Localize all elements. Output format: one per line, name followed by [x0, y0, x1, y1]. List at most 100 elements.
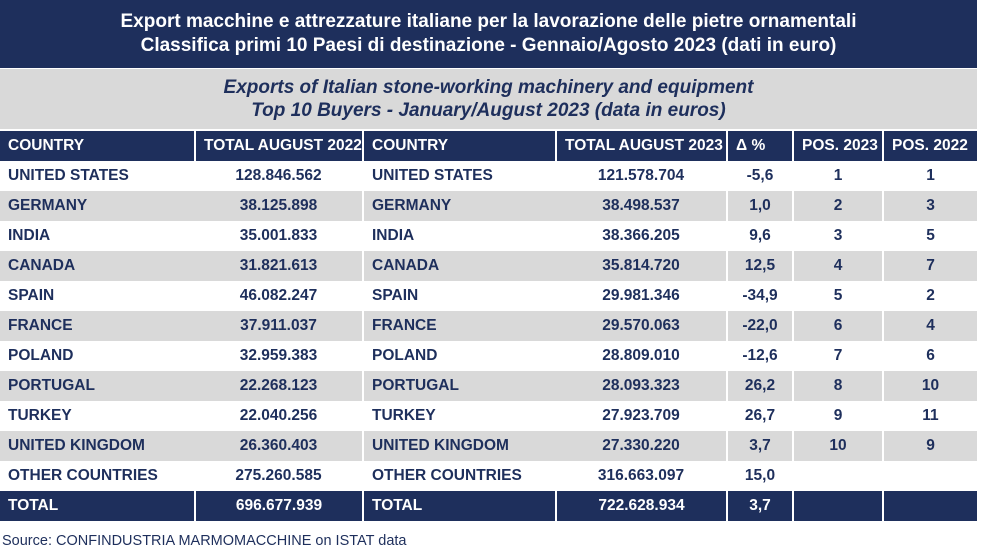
cell-delta-percent: 12,5 — [727, 251, 794, 281]
total-value-2023: 722.628.934 — [556, 491, 728, 521]
cell-total-2022: 22.040.256 — [195, 401, 364, 431]
cell-pos-2023: 2 — [793, 191, 884, 221]
table-total-row: TOTAL 696.677.939 TOTAL 722.628.934 3,7 — [0, 491, 977, 521]
cell-pos-2023: 3 — [793, 221, 884, 251]
cell-pos-2023: 1 — [793, 161, 884, 191]
cell-country-2023: OTHER COUNTRIES — [363, 461, 556, 491]
cell-total-2023: 29.981.346 — [556, 281, 728, 311]
english-title-line-1: Exports of Italian stone-working machine… — [223, 77, 754, 98]
cell-pos-2022: 1 — [883, 161, 977, 191]
cell-pos-2022: 5 — [883, 221, 977, 251]
cell-total-2022: 275.260.585 — [195, 461, 364, 491]
cell-pos-2023: 8 — [793, 371, 884, 401]
cell-country-2022: INDIA — [0, 221, 195, 251]
english-title-line-2: Top 10 Buyers - January/August 2023 (dat… — [251, 100, 726, 121]
cell-country-2022: SPAIN — [0, 281, 195, 311]
cell-total-2023: 38.498.537 — [556, 191, 728, 221]
cell-delta-percent: 3,7 — [727, 431, 794, 461]
cell-country-2022: UNITED STATES — [0, 161, 195, 191]
source-note: Source: CONFINDUSTRIA MARMOMACCHINE on I… — [2, 533, 407, 549]
table-row: UNITED KINGDOM 26.360.403 UNITED KINGDOM 27… — [0, 431, 977, 461]
total-value-2022: 696.677.939 — [195, 491, 364, 521]
cell-delta-percent: -12,6 — [727, 341, 794, 371]
cell-total-2023: 29.570.063 — [556, 311, 728, 341]
table-row: FRANCE 37.911.037 FRANCE 29.570.063 -22,0 6 4 — [0, 311, 977, 341]
cell-total-2022: 128.846.562 — [195, 161, 364, 191]
total-pos-2022 — [883, 491, 977, 521]
export-ranking-table: COUNTRY TOTAL AUGUST 2022 COUNTRY TOTAL … — [0, 131, 977, 521]
cell-country-2023: POLAND — [363, 341, 556, 371]
header-pos-2022: POS. 2022 — [883, 131, 977, 161]
cell-pos-2022: 11 — [883, 401, 977, 431]
cell-pos-2023: 6 — [793, 311, 884, 341]
cell-total-2023: 27.923.709 — [556, 401, 728, 431]
table-row: SPAIN 46.082.247 SPAIN 29.981.346 -34,9 5 2 — [0, 281, 977, 311]
cell-pos-2023: 7 — [793, 341, 884, 371]
cell-total-2023: 38.366.205 — [556, 221, 728, 251]
table-row: UNITED STATES 128.846.562 UNITED STATES 121… — [0, 161, 977, 191]
italian-title-line-1: Export macchine e attrezzature italiane … — [120, 11, 857, 32]
cell-pos-2022: 4 — [883, 311, 977, 341]
cell-pos-2022: 9 — [883, 431, 977, 461]
cell-pos-2022: 10 — [883, 371, 977, 401]
english-title: Exports of Italian stone-working machine… — [0, 69, 977, 129]
cell-total-2022: 46.082.247 — [195, 281, 364, 311]
cell-total-2023: 27.330.220 — [556, 431, 728, 461]
table-row: TURKEY 22.040.256 TURKEY 27.923.709 26,7 9 11 — [0, 401, 977, 431]
cell-pos-2023 — [793, 461, 884, 491]
cell-pos-2022: 7 — [883, 251, 977, 281]
cell-country-2023: INDIA — [363, 221, 556, 251]
cell-total-2022: 38.125.898 — [195, 191, 364, 221]
cell-pos-2022: 3 — [883, 191, 977, 221]
cell-total-2023: 28.809.010 — [556, 341, 728, 371]
table-body: UNITED STATES 128.846.562 UNITED STATES 121… — [0, 161, 977, 491]
table-row: INDIA 35.001.833 INDIA 38.366.205 9,6 3 5 — [0, 221, 977, 251]
total-label-2022: TOTAL — [0, 491, 196, 521]
cell-country-2022: CANADA — [0, 251, 195, 281]
cell-country-2023: SPAIN — [363, 281, 556, 311]
cell-country-2023: GERMANY — [363, 191, 556, 221]
header-delta-percent: Δ % — [727, 131, 794, 161]
cell-pos-2022: 6 — [883, 341, 977, 371]
cell-delta-percent: -34,9 — [727, 281, 794, 311]
cell-country-2022: FRANCE — [0, 311, 195, 341]
cell-pos-2022: 2 — [883, 281, 977, 311]
cell-total-2022: 32.959.383 — [195, 341, 364, 371]
cell-country-2023: UNITED STATES — [363, 161, 556, 191]
table-row: OTHER COUNTRIES 275.260.585 OTHER COUNTRIE… — [0, 461, 977, 491]
cell-country-2023: UNITED KINGDOM — [363, 431, 556, 461]
cell-country-2023: TURKEY — [363, 401, 556, 431]
total-label-2023: TOTAL — [363, 491, 557, 521]
cell-delta-percent: 1,0 — [727, 191, 794, 221]
cell-delta-percent: -22,0 — [727, 311, 794, 341]
cell-total-2023: 316.663.097 — [556, 461, 728, 491]
header-country-2023: COUNTRY — [363, 131, 557, 161]
cell-total-2023: 35.814.720 — [556, 251, 728, 281]
total-pos-2023 — [793, 491, 884, 521]
cell-country-2022: UNITED KINGDOM — [0, 431, 195, 461]
cell-delta-percent: 15,0 — [727, 461, 794, 491]
cell-pos-2023: 9 — [793, 401, 884, 431]
table-row: GERMANY 38.125.898 GERMANY 38.498.537 1,0 2 3 — [0, 191, 977, 221]
cell-pos-2023: 10 — [793, 431, 884, 461]
cell-country-2023: CANADA — [363, 251, 556, 281]
cell-country-2022: GERMANY — [0, 191, 195, 221]
header-total-2022: TOTAL AUGUST 2022 — [195, 131, 364, 161]
cell-delta-percent: -5,6 — [727, 161, 794, 191]
cell-total-2022: 31.821.613 — [195, 251, 364, 281]
cell-pos-2022 — [883, 461, 977, 491]
cell-delta-percent: 9,6 — [727, 221, 794, 251]
cell-country-2022: TURKEY — [0, 401, 195, 431]
cell-pos-2023: 5 — [793, 281, 884, 311]
table-row: PORTUGAL 22.268.123 PORTUGAL 28.093.323 26,2… — [0, 371, 977, 401]
cell-pos-2023: 4 — [793, 251, 884, 281]
cell-delta-percent: 26,2 — [727, 371, 794, 401]
cell-country-2022: OTHER COUNTRIES — [0, 461, 195, 491]
table-header-row: COUNTRY TOTAL AUGUST 2022 COUNTRY TOTAL … — [0, 131, 977, 161]
cell-country-2023: PORTUGAL — [363, 371, 556, 401]
italian-title-line-2: Classifica primi 10 Paesi di destinazion… — [140, 35, 837, 56]
cell-delta-percent: 26,7 — [727, 401, 794, 431]
header-pos-2023: POS. 2023 — [793, 131, 884, 161]
header-total-2023: TOTAL AUGUST 2023 — [556, 131, 728, 161]
cell-total-2023: 28.093.323 — [556, 371, 728, 401]
